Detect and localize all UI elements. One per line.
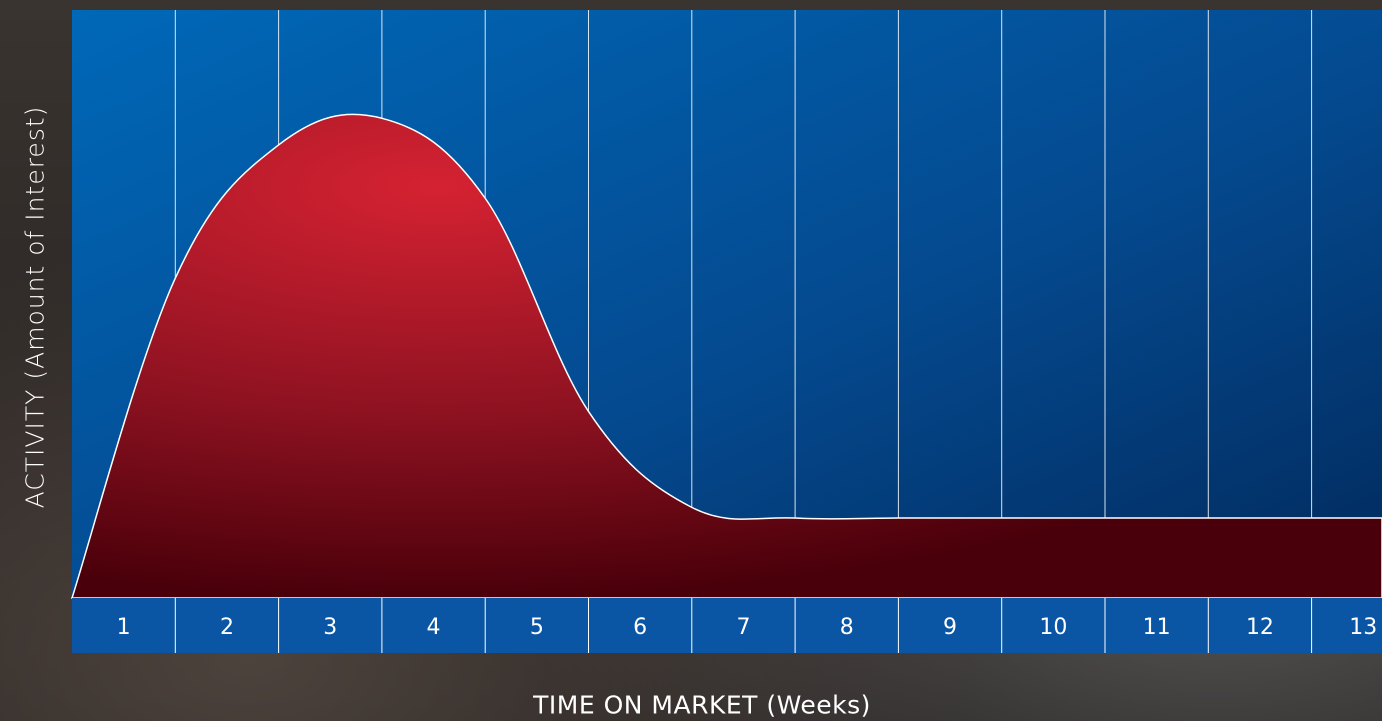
y-axis-label: ACTIVITY (Amount of Interest) (20, 105, 50, 509)
x-tick-label: 13 (1349, 615, 1377, 640)
x-axis-label: TIME ON MARKET (Weeks) (533, 690, 871, 720)
x-tick-label: 6 (633, 615, 647, 640)
x-tick-label: 3 (323, 615, 337, 640)
x-tick-label: 11 (1143, 615, 1171, 640)
x-tick-label: 12 (1246, 615, 1274, 640)
x-tick-label: 7 (736, 615, 750, 640)
x-tick-label: 4 (427, 615, 441, 640)
x-tick-label: 5 (530, 615, 544, 640)
x-axis-band (72, 598, 1382, 653)
interest-area (70, 113, 1382, 599)
x-tick-label: 8 (840, 615, 854, 640)
x-tick-label: 10 (1039, 615, 1067, 640)
x-tick-label: 2 (220, 615, 234, 640)
x-tick-label: 1 (117, 615, 131, 640)
x-tick-label: 9 (943, 615, 957, 640)
x-axis-ticks: 1 2 3 4 5 6 7 8 9 10 11 12 13 (117, 598, 1377, 653)
